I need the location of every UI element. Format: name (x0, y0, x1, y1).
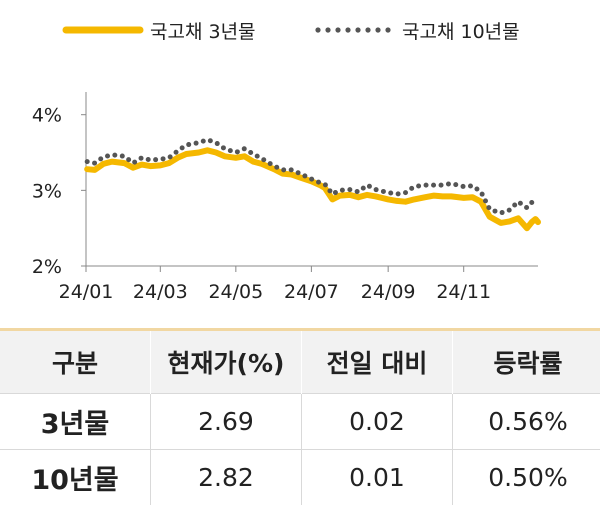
row-current-price: 2.82 (151, 450, 302, 505)
legend: 국고채 3년물 국고채 10년물 (66, 21, 520, 43)
row-current-price: 2.69 (151, 394, 302, 450)
row-change-rate: 0.56% (453, 394, 600, 450)
legend-dot (355, 27, 360, 32)
table-row: 3년물 2.69 0.02 0.56% (0, 394, 600, 450)
header-change-rate: 등락률 (453, 331, 600, 394)
legend-dot (335, 27, 340, 32)
header-change: 전일 대비 (302, 331, 453, 394)
series (87, 140, 538, 229)
legend-label-3y: 국고채 3년물 (150, 21, 256, 43)
x-tick-label: 24/01 (59, 281, 114, 303)
row-label: 10년물 (0, 450, 151, 505)
legend-dot (315, 27, 320, 32)
legend-dot (385, 27, 390, 32)
x-tick-label: 24/05 (208, 281, 263, 303)
table-header-row: 구분 현재가(%) 전일 대비 등락률 (0, 331, 600, 394)
row-change-rate: 0.50% (453, 450, 600, 505)
series-line-10y (87, 140, 538, 213)
x-tick-label: 24/09 (361, 281, 416, 303)
x-tick-label: 24/07 (284, 281, 339, 303)
y-tick-label: 4% (32, 105, 62, 127)
legend-swatch-10y (315, 27, 390, 32)
row-label: 3년물 (0, 394, 151, 450)
row-change: 0.01 (302, 450, 453, 505)
table-row: 10년물 2.82 0.01 0.50% (0, 450, 600, 505)
row-change: 0.02 (302, 394, 453, 450)
legend-dot (375, 27, 380, 32)
legend-dot (365, 27, 370, 32)
x-tick-label: 24/11 (436, 281, 491, 303)
header-current-price: 현재가(%) (151, 331, 302, 394)
yield-chart: 국고채 3년물 국고채 10년물 2% 3% 4% 24/01 24/03 24/05 24… (0, 0, 600, 328)
header-category: 구분 (0, 331, 151, 394)
legend-label-10y: 국고채 10년물 (402, 21, 520, 43)
y-tick-label: 3% (32, 180, 62, 202)
y-tick-label: 2% (32, 256, 62, 278)
x-tick-label: 24/03 (133, 281, 188, 303)
legend-dot (325, 27, 330, 32)
legend-dot (345, 27, 350, 32)
quote-grid: 구분 현재가(%) 전일 대비 등락률 3년물 2.69 0.02 0.56% … (0, 331, 600, 505)
quote-table: 구분 현재가(%) 전일 대비 등락률 3년물 2.69 0.02 0.56% … (0, 328, 600, 504)
